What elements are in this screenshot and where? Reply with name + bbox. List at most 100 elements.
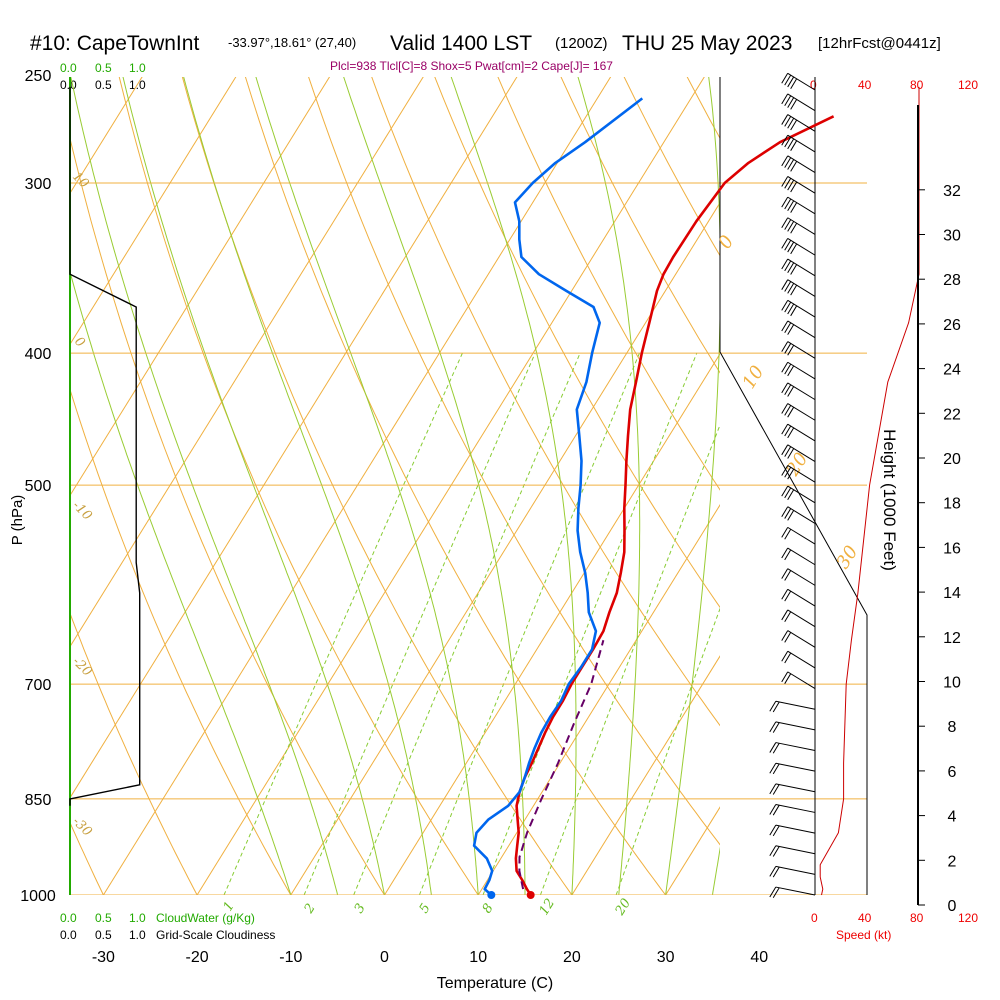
wind-speed-tick: 120 [958, 911, 978, 925]
wind-barb [781, 609, 816, 628]
height-tick-label: 32 [943, 183, 961, 200]
wind-barb [781, 403, 816, 421]
cloudwater-tick: 0.0 [60, 911, 77, 925]
height-tick-label: 8 [948, 719, 957, 736]
wind-barb [781, 444, 816, 462]
wind-speed-tick: 40 [858, 78, 872, 92]
moist-adiabat-line [70, 77, 339, 895]
cloud-scale-bottom: 0.0 0.5 1.0 CloudWater (g/Kg) 0.0 0.5 1.… [60, 911, 275, 942]
moist-adiabat-line [343, 77, 526, 895]
parcel-curve [518, 639, 605, 890]
wind-barb [769, 783, 816, 795]
wind-speed-axis-title: Speed (kt) [836, 928, 891, 942]
dry-adiabat-line [560, 77, 720, 374]
cloudwater-tick: 0.0 [60, 61, 77, 75]
wind-barb [781, 423, 816, 442]
cloudiness-tick: 0.0 [60, 78, 77, 92]
dry-adiabat-line [181, 77, 573, 895]
dry-adiabat-line [70, 611, 198, 895]
pressure-tick-label: 300 [25, 176, 52, 193]
height-tick-label: 22 [943, 406, 961, 423]
wind-barb [781, 506, 816, 524]
mixing-ratio-label: 12 [537, 896, 558, 918]
height-tick-label: 24 [943, 362, 961, 379]
height-tick-label: 14 [943, 585, 961, 602]
moist-adiabat-line [255, 77, 479, 895]
wind-barb [781, 671, 816, 690]
wind-barb [769, 886, 816, 899]
temperature-curve [514, 115, 835, 896]
sounding-curves [472, 97, 835, 899]
height-tick-label: 12 [943, 630, 961, 647]
wind-barb [781, 217, 816, 235]
temperature-tick-label: 0 [380, 949, 389, 966]
wind-barb [781, 72, 816, 91]
wind-barb [769, 865, 816, 878]
wind-barb [781, 630, 816, 648]
wind-barb [781, 176, 816, 194]
dry-adiabat-line [308, 77, 720, 846]
plot-boundary-line [719, 77, 868, 895]
wind-scale-top: 0 40 80 120 [810, 78, 978, 92]
isotherm-line [102, 77, 612, 895]
wind-barb [781, 382, 816, 401]
height-tick-label: 18 [943, 496, 961, 513]
temperature-tick-label: -20 [186, 949, 209, 966]
wind-barb [781, 650, 816, 669]
wind-barb [781, 588, 816, 607]
dry-adiabat-line [70, 821, 104, 895]
temperature-tick-label: 30 [657, 949, 675, 966]
wind-barb [781, 568, 816, 586]
pressure-tick-label: 400 [25, 346, 52, 363]
dry-adiabat-line [244, 77, 667, 895]
stability-indices: Plcl=938 Tlcl[C]=8 Shox=5 Pwat[cm]=2 Cap… [330, 59, 613, 73]
wind-barb [781, 196, 816, 215]
wind-barb [769, 742, 816, 754]
height-tick-label: 0 [948, 898, 957, 915]
thermo-background-lines [70, 77, 720, 895]
isotherm-line [571, 655, 720, 895]
dry-adiabat-line [371, 77, 720, 727]
wind-barb [769, 762, 816, 775]
cloudiness-tick: 0.5 [95, 928, 112, 942]
moist-adiabat-line [70, 270, 292, 895]
wind-barb [781, 341, 816, 359]
chart-title-valid: Valid 1400 LST [390, 32, 532, 55]
isotherm-line [70, 77, 237, 346]
isotherm-line [70, 77, 331, 497]
cloudwater-tick: 0.5 [95, 61, 112, 75]
chart-title-forecast: [12hrFcst@0441z] [818, 35, 941, 52]
isotherm-line [290, 201, 720, 895]
wind-speed-tick: 0 [810, 78, 817, 92]
isobar-lines [70, 182, 867, 895]
pressure-tick-label: 500 [25, 478, 52, 495]
height-tick-label: 16 [943, 540, 961, 557]
temperature-axis-title: Temperature (C) [437, 975, 553, 992]
wind-barb [781, 526, 816, 545]
wind-barb [781, 279, 816, 297]
wind-barb [769, 845, 816, 857]
height-tick-label: 10 [943, 675, 961, 692]
wind-speed-tick: 120 [958, 78, 978, 92]
wind-barb [781, 237, 816, 256]
dry-adiabat-line [118, 77, 479, 895]
dry-adiabat-line [70, 387, 292, 895]
wind-barb [781, 547, 816, 566]
height-tick-label: 30 [943, 228, 961, 245]
temperature-tick-label: -30 [92, 949, 115, 966]
temperature-tick-label: -10 [279, 949, 302, 966]
height-tick-label: 6 [948, 764, 957, 781]
wind-barb [781, 361, 816, 380]
wind-barb [781, 258, 816, 277]
wind-barb [781, 299, 816, 318]
isotherm-line [70, 77, 424, 648]
wind-barb [769, 824, 816, 837]
pressure-tick-label: 700 [25, 677, 52, 694]
height-axis-title: Height (1000 Feet) [880, 429, 899, 571]
pressure-tick-label: 1000 [20, 888, 56, 905]
wind-barb [781, 134, 816, 153]
temperature-axis-ticks: -30 -20 -10 0 10 20 30 40 [92, 949, 768, 966]
cloudwater-tick: 1.0 [129, 911, 146, 925]
cloudiness-tick: 0.0 [60, 928, 77, 942]
